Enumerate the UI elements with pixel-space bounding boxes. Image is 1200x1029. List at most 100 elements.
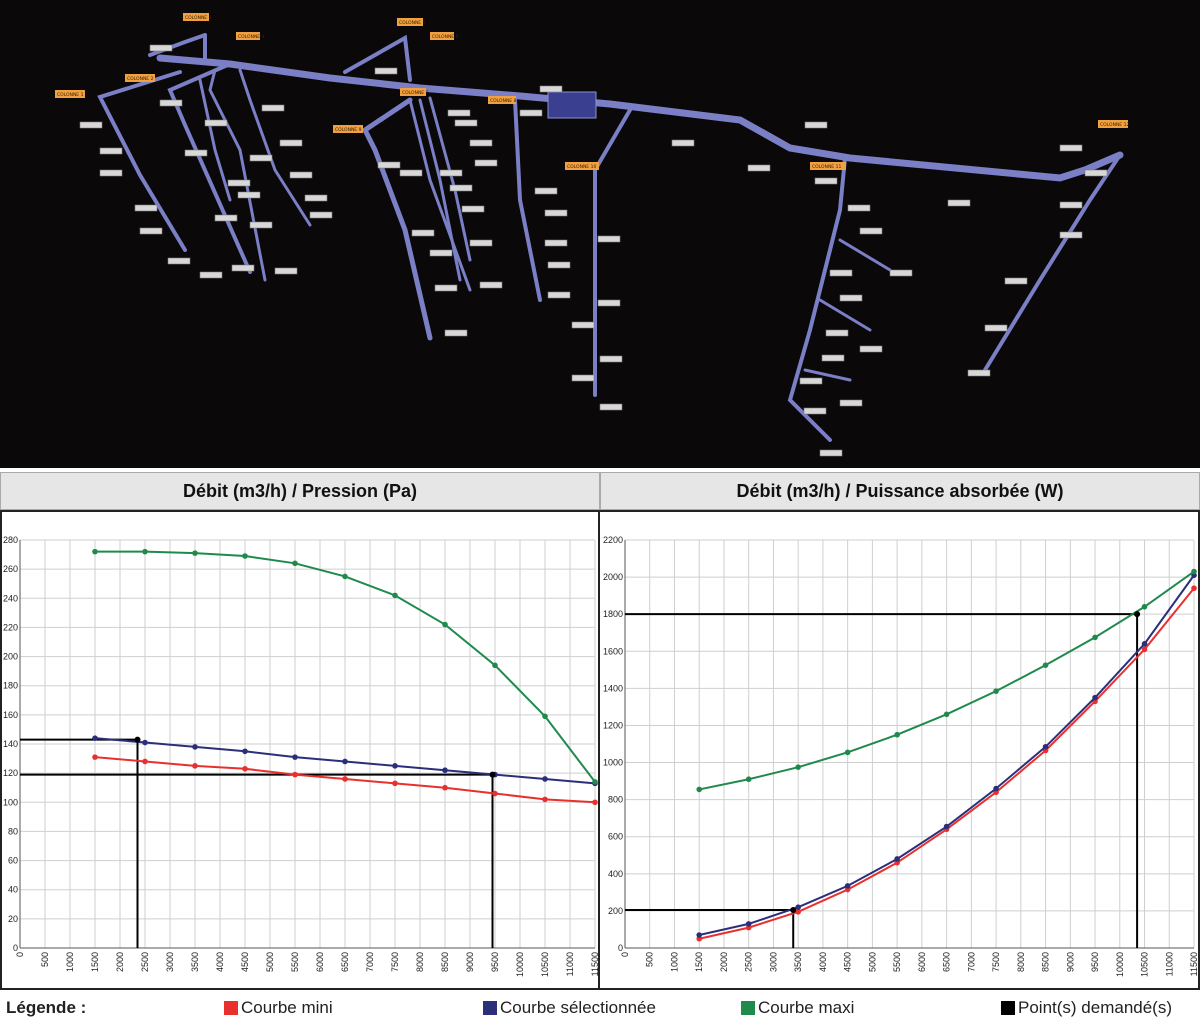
node-tag (547, 291, 571, 299)
power-chart-plot: 0 200 400 600 800 1000 1200 1400 1600 1800 2000 220… (603, 535, 1198, 977)
requested-point (790, 906, 797, 913)
data-point-selected (442, 767, 448, 774)
node-tag (947, 199, 971, 207)
data-point-maxi (92, 548, 98, 555)
duct-branches (97, 34, 1122, 442)
y-tick-label: 120 (3, 768, 18, 778)
node-tag (304, 194, 328, 202)
grid (624, 539, 1195, 949)
data-point-selected (795, 904, 801, 910)
y-tick-label: 200 (608, 906, 623, 916)
svg-text:COLONNE 11: COLONNE 11 (812, 164, 841, 170)
column-label: COLONNE 11 (810, 162, 846, 170)
node-tag (859, 345, 883, 353)
legend-label: Courbe maxi (758, 998, 855, 1017)
legend-item-mini: Courbe mini (224, 998, 333, 1018)
column-label: COLONNE 8 (488, 96, 517, 104)
data-point-mini (242, 765, 248, 772)
x-tick-label: 8500 (440, 952, 450, 972)
column-label: COLONNE 5 (397, 18, 426, 26)
data-point-maxi (442, 621, 448, 628)
x-tick-label: 5500 (290, 952, 300, 972)
legend-label: Courbe mini (241, 998, 333, 1017)
data-point-maxi (242, 553, 248, 559)
node-tag (469, 239, 493, 247)
data-point-selected (92, 735, 98, 741)
x-tick-label: 8000 (1016, 952, 1026, 972)
node-tag (474, 159, 498, 167)
x-tick-label: 9000 (1065, 952, 1075, 972)
x-tick-label: 8000 (415, 952, 425, 972)
y-tick-label: 2000 (603, 572, 623, 582)
node-tag (461, 205, 485, 213)
requested-point (1134, 611, 1141, 618)
svg-text:COLONNE 12: COLONNE 12 (1100, 122, 1129, 128)
fan-unit (547, 91, 597, 119)
node-tag (167, 257, 191, 265)
x-tick-label: 4500 (240, 952, 250, 972)
node-tag (829, 269, 853, 277)
data-point-mini (192, 763, 198, 769)
y-tick-label: 160 (3, 710, 18, 720)
x-tick-label: 10000 (515, 952, 525, 977)
node-tag (469, 139, 493, 147)
x-tick-label: 2500 (744, 952, 754, 972)
x-tick-label: 500 (645, 952, 655, 967)
data-point-mini (92, 754, 98, 760)
y-tick-label: 140 (3, 739, 18, 749)
node-tag (839, 294, 863, 302)
data-point-selected (745, 921, 752, 927)
x-tick-label: 5000 (867, 952, 877, 972)
node-tag (184, 149, 208, 157)
x-tick-label: 7500 (991, 952, 1001, 972)
y-tick-label: 1800 (603, 609, 623, 619)
data-point-mini (342, 776, 348, 782)
x-tick-label: 6000 (315, 952, 325, 972)
data-point-maxi (192, 550, 198, 556)
x-tick-label: 6500 (942, 952, 952, 972)
node-tag (199, 271, 223, 279)
node-tag (134, 204, 158, 212)
node-tag (597, 299, 621, 307)
data-point-selected (844, 883, 851, 889)
data-point-maxi (993, 688, 999, 694)
x-tick-label: 4500 (843, 952, 853, 972)
node-tag (1059, 231, 1083, 239)
data-point-maxi (696, 786, 703, 793)
requested-point-guide (20, 773, 494, 948)
data-point-mini (1141, 646, 1148, 653)
legend-item-requested-points: Point(s) demandé(s) (1001, 998, 1172, 1018)
node-tag (571, 321, 595, 329)
x-tick-label: 7000 (966, 952, 976, 972)
legend: Légende : Courbe mini Courbe sélectionné… (0, 990, 1200, 1029)
x-tick-label: 0 (620, 952, 630, 957)
node-tag (261, 104, 285, 112)
node-tag (249, 154, 273, 162)
y-tick-label: 80 (8, 826, 18, 836)
data-point-maxi (392, 592, 398, 599)
y-tick-label: 100 (3, 797, 18, 807)
node-tag (479, 281, 503, 289)
data-point-maxi (542, 713, 548, 720)
node-tag (547, 261, 571, 269)
x-tick-label: 2500 (140, 952, 150, 972)
node-tag (1059, 201, 1083, 209)
svg-text:COLONNE 9: COLONNE 9 (335, 127, 362, 133)
svg-text:COLONNE 2: COLONNE 2 (127, 76, 154, 82)
legend-label: Courbe sélectionnée (500, 998, 656, 1017)
y-tick-label: 20 (8, 914, 18, 924)
x-tick-label: 2000 (115, 952, 125, 972)
node-tag (825, 329, 849, 337)
svg-text:COLONNE 10: COLONNE 10 (567, 164, 596, 170)
node-tag (249, 221, 273, 229)
duct-network-3d-view: COLONNE 1 COLONNE 2 COLONNE 3 COLONNE 4 … (0, 0, 1200, 468)
node-tag (859, 227, 883, 235)
column-label: COLONNE 10 (565, 162, 599, 170)
node-tag (544, 209, 568, 217)
y-tick-label: 60 (8, 856, 18, 866)
x-tick-label: 3500 (793, 952, 803, 972)
node-tag (1059, 144, 1083, 152)
y-tick-label: 2200 (603, 535, 623, 545)
node-tags (79, 44, 1108, 457)
data-point-mini (592, 799, 598, 806)
